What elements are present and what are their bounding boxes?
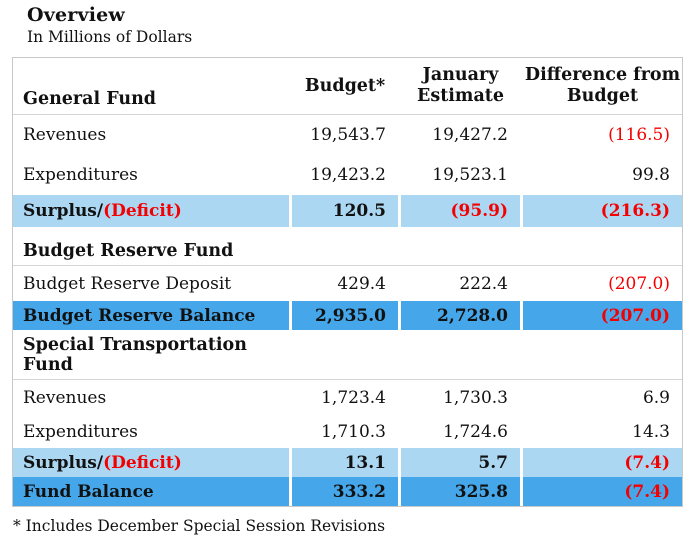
table-row-stf-expenditures: Expenditures 1,710.3 1,724.6 14.3 — [13, 415, 682, 448]
budget-overview-table: General Fund Budget* January Estimate Di… — [12, 57, 683, 507]
difference-value: (207.0) — [520, 266, 682, 301]
empty-cell — [289, 330, 398, 379]
section-header-budget-reserve-fund: Budget Reserve Fund — [13, 227, 682, 266]
budget-value: 429.4 — [289, 266, 398, 301]
empty-cell — [520, 227, 682, 265]
estimate-value: 19,523.1 — [398, 155, 520, 195]
empty-cell — [520, 330, 682, 379]
table-row-general-fund-surplus-deficit: Surplus/(Deficit) 120.5 (95.9) (216.3) — [13, 195, 682, 227]
surplus-label: Surplus/ — [23, 452, 104, 473]
estimate-value: (95.9) — [398, 195, 520, 227]
difference-value: (7.4) — [520, 477, 682, 506]
estimate-value: 19,427.2 — [398, 115, 520, 155]
row-label: Surplus/(Deficit) — [13, 448, 289, 477]
table-row-stf-surplus-deficit: Surplus/(Deficit) 13.1 5.7 (7.4) — [13, 448, 682, 477]
table-row-general-fund-revenues: Revenues 19,543.7 19,427.2 (116.5) — [13, 115, 682, 155]
row-label: Budget Reserve Deposit — [23, 273, 232, 294]
estimate-value: 2,728.0 — [398, 301, 520, 330]
budget-value: 19,423.2 — [289, 155, 398, 195]
estimate-value: 5.7 — [398, 448, 520, 477]
difference-value: (116.5) — [520, 115, 682, 155]
section-title: Budget Reserve Fund — [23, 241, 234, 261]
difference-value: (216.3) — [520, 195, 682, 227]
table-row-budget-reserve-balance: Budget Reserve Balance 2,935.0 2,728.0 (… — [13, 301, 682, 330]
column-header-budget: Budget* — [289, 58, 398, 114]
table-header-row: General Fund Budget* January Estimate Di… — [13, 58, 682, 115]
budget-value: 1,710.3 — [289, 415, 398, 448]
budget-value: 333.2 — [289, 477, 398, 506]
deficit-label: (Deficit) — [103, 452, 182, 473]
row-label: Budget Reserve Balance — [23, 305, 256, 326]
row-label: Revenues — [23, 125, 107, 145]
estimate-value: 325.8 — [398, 477, 520, 506]
section-title: Special Transportation Fund — [23, 335, 247, 375]
row-label: Revenues — [23, 387, 107, 408]
row-label: Expenditures — [23, 421, 138, 442]
deficit-label: (Deficit) — [103, 201, 182, 221]
difference-value: (7.4) — [520, 448, 682, 477]
budget-value: 13.1 — [289, 448, 398, 477]
empty-cell — [398, 227, 520, 265]
row-label: Fund Balance — [23, 481, 154, 502]
budget-value: 19,543.7 — [289, 115, 398, 155]
surplus-label: Surplus/ — [23, 201, 104, 221]
column-header-january-estimate: January Estimate — [398, 58, 520, 114]
row-label: Surplus/(Deficit) — [13, 195, 289, 227]
table-row-stf-revenues: Revenues 1,723.4 1,730.3 6.9 — [13, 380, 682, 415]
difference-value: 14.3 — [520, 415, 682, 448]
estimate-value: 1,724.6 — [398, 415, 520, 448]
budget-value: 120.5 — [289, 195, 398, 227]
table-row-general-fund-expenditures: Expenditures 19,423.2 19,523.1 99.8 — [13, 155, 682, 195]
footnote: * Includes December Special Session Revi… — [13, 517, 386, 535]
difference-value: 99.8 — [520, 155, 682, 195]
table-row-budget-reserve-deposit: Budget Reserve Deposit 429.4 222.4 (207.… — [13, 266, 682, 301]
page-subtitle: In Millions of Dollars — [27, 28, 193, 46]
budget-value: 2,935.0 — [289, 301, 398, 330]
column-header-difference-from-budget: Difference from Budget — [520, 58, 682, 114]
table-row-stf-fund-balance: Fund Balance 333.2 325.8 (7.4) — [13, 477, 682, 506]
page-title: Overview — [27, 4, 125, 26]
estimate-value: 1,730.3 — [398, 380, 520, 415]
estimate-value: 222.4 — [398, 266, 520, 301]
empty-cell — [398, 330, 520, 379]
section-header-special-transportation-fund: Special Transportation Fund — [13, 330, 682, 380]
empty-cell — [289, 227, 398, 265]
difference-value: (207.0) — [520, 301, 682, 330]
section-header-general-fund: General Fund — [23, 89, 157, 109]
row-label: Expenditures — [23, 165, 138, 185]
difference-value: 6.9 — [520, 380, 682, 415]
budget-value: 1,723.4 — [289, 380, 398, 415]
